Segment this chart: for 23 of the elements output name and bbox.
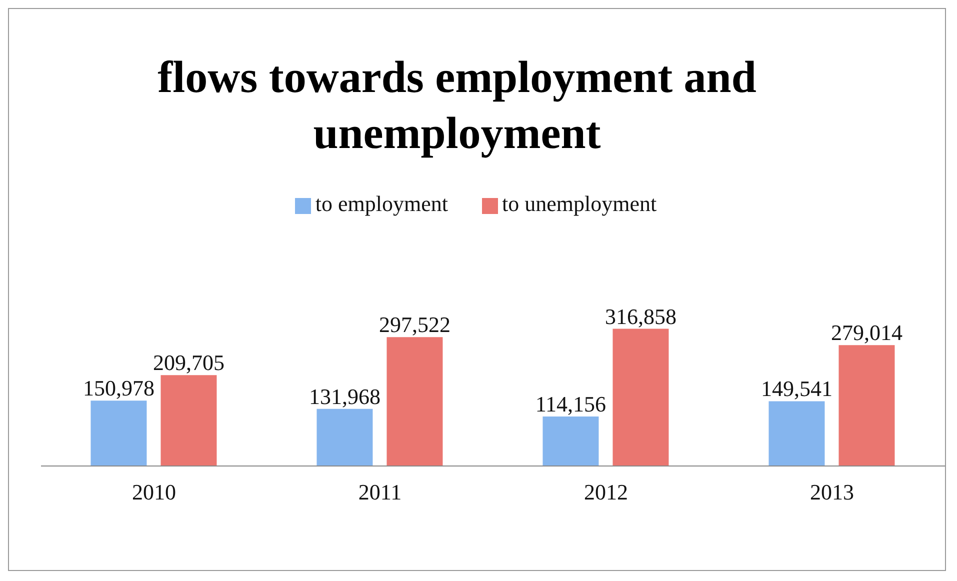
data-label: 131,968 bbox=[308, 384, 380, 409]
x-tick-label: 2013 bbox=[810, 480, 854, 505]
data-label: 297,522 bbox=[378, 312, 450, 338]
x-tick-label: 2012 bbox=[584, 480, 628, 505]
bar bbox=[838, 345, 895, 466]
bar bbox=[542, 416, 599, 466]
chart-title: flows towards employment and unemployment bbox=[156, 51, 758, 160]
bar bbox=[160, 375, 217, 466]
bar bbox=[768, 401, 825, 466]
legend-label: to employment bbox=[315, 191, 448, 216]
x-tick-label: 2011 bbox=[358, 480, 402, 505]
bar bbox=[90, 400, 147, 466]
data-label: 209,705 bbox=[152, 350, 224, 376]
data-label: 150,978 bbox=[82, 376, 154, 401]
x-tick-label: 2010 bbox=[132, 480, 176, 505]
bar bbox=[386, 337, 443, 466]
data-label: 114,156 bbox=[535, 392, 606, 417]
legend-label: to unemployment bbox=[502, 191, 657, 216]
data-label: 149,541 bbox=[760, 376, 832, 402]
data-label: 279,014 bbox=[830, 320, 902, 346]
bar bbox=[612, 328, 669, 466]
bar bbox=[316, 408, 373, 466]
data-label: 316,858 bbox=[604, 304, 676, 329]
